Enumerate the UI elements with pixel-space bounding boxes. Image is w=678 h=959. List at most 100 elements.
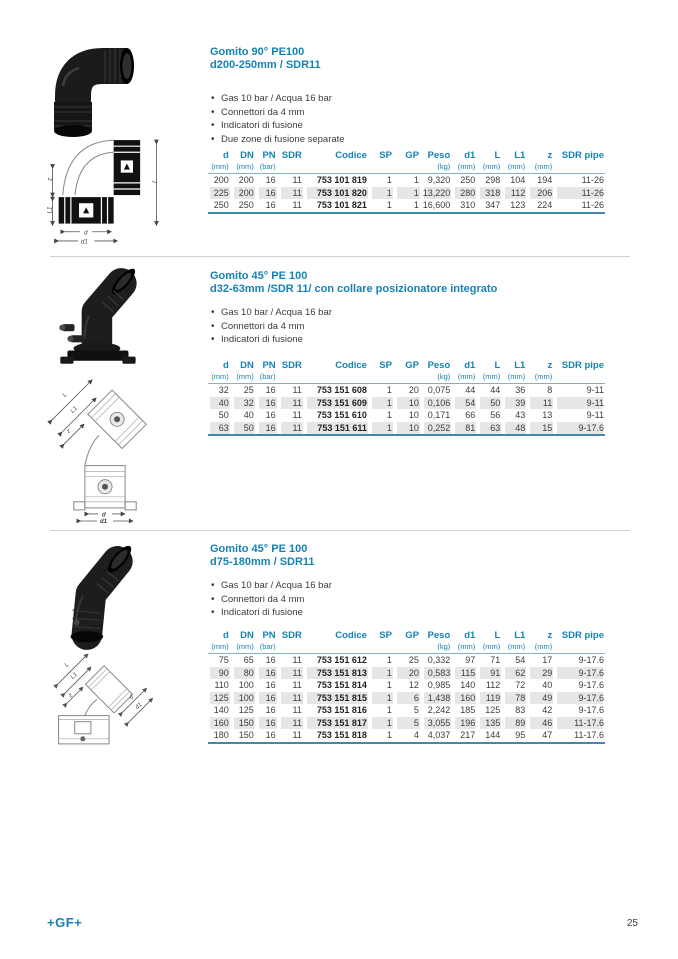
dim-label-z: z [47,178,54,182]
table-cell: 104 [510,175,526,185]
table-cell: 160 [208,716,232,729]
table-cell: 224 [537,200,553,210]
dim-label-d1: d1 [100,519,108,523]
column-header: L1 [514,630,526,641]
table-cell: 200 [238,175,254,185]
table-cell: 1,438 [421,691,454,704]
table-cell: 40 [208,396,232,409]
table-cell: 1 [369,716,395,729]
column-header: d [223,360,229,371]
table-cell: 11 [278,396,305,409]
column-header: SDR [281,360,302,371]
table-cell: 250 [213,200,229,210]
table-cell: 83 [515,705,526,715]
column-unit: (mm) [528,642,556,654]
bullet-item: Connettori da 4 mm [210,593,332,607]
table-cell: 16 [265,200,276,210]
table-cell: 8 [547,385,553,395]
table-cell: 225 [208,186,232,199]
table-cell: 1 [386,175,392,185]
table-cell: 63 [208,421,232,434]
table-cell: 135 [478,716,504,729]
column-header: GP [405,360,419,371]
column-header: d [223,150,229,161]
dim-label-d1: d1 [134,702,143,711]
table-cell: 40 [542,680,553,690]
table-cell: 11-26 [581,200,604,210]
table-cell: 1 [369,421,395,434]
table-row: 250 250 16 11 753 101 821 1 1 16,600 310 347 123 22… [208,199,605,212]
table-cell: 72 [515,680,526,690]
table-cell: 0,171 [427,410,451,420]
column-unit: (mm) [503,642,529,654]
table-cell: 42 [542,705,553,715]
table-cell: 9-11 [555,396,605,409]
column-header: SDR pipe [561,360,604,371]
product-photo-elbow-45-collar [44,267,158,373]
page-number: 25 [626,918,638,929]
table-cell: 11 [278,186,305,199]
table-cell: 1 [369,186,395,199]
table-cell: 1 [386,200,392,210]
table-cell: 1 [386,730,392,740]
spec-table-container: d DN PN SDR Codice SP GP Peso d1 L L1 z SDR pipe (mm)… [208,629,605,744]
column-header: Codice [335,630,367,641]
column-header: d1 [464,150,476,161]
table-cell: 95 [515,730,526,740]
table-cell: 115 [453,666,479,679]
table-cell: 1 [386,385,392,395]
table-row: 225 200 16 11 753 101 820 1 1 13,220 280 318 112 20… [208,186,605,199]
column-header: d1 [464,630,476,641]
table-cell: 66 [465,410,476,420]
table-cell: 16 [265,730,276,740]
table-cell: 1 [413,200,419,210]
bullet-item: Gas 10 bar / Acqua 16 bar [210,92,345,106]
table-cell: 9,320 [427,175,451,185]
table-cell: 11 [278,421,305,434]
table-cell: 9-11 [586,385,604,395]
table-cell: 90 [208,666,232,679]
column-header: z [547,360,553,371]
table-cell: 196 [453,716,479,729]
codice-cell: 753 151 817 [304,716,370,729]
table-cell: 160 [453,691,479,704]
table-cell: 125 [208,691,232,704]
table-cell: 43 [515,410,526,420]
table-cell: 89 [503,716,529,729]
table-cell: 17 [542,655,553,665]
table-cell: 62 [503,666,529,679]
column-unit: (mm) [453,372,479,384]
codice-cell: 753 101 821 [316,200,367,210]
codice-cell: 753 151 608 [316,385,367,395]
column-unit [369,372,395,384]
table-cell: 1 [369,396,395,409]
column-unit [394,372,422,384]
dim-label-l: L [62,392,69,399]
table-cell: 44 [465,385,476,395]
column-header: z [547,150,553,161]
section-title: Gomito 90° PE100 d200-250mm / SDR11 [210,46,321,72]
column-unit: (kg) [421,642,454,654]
table-cell: 25 [243,385,254,395]
dim-label-l1: L1 [47,207,54,214]
gf-logo: +GF+ [47,915,83,930]
table-cell: 71 [490,655,501,665]
table-cell: 119 [478,691,504,704]
column-header: L [494,630,501,641]
bullet-item: Connettori da 4 mm [210,320,332,334]
table-cell: 1 [369,666,395,679]
section-title-line2: d200-250mm / SDR11 [210,59,321,71]
column-unit [394,162,422,174]
technical-drawing-elbow-90: z L1 L d d1 [46,136,164,246]
section-divider [50,256,630,257]
table-row: 75 65 16 11 753 151 612 1 25 0,332 97 71 54 17 9-17.… [208,654,605,667]
table-cell: 32 [218,385,229,395]
column-unit: (mm) [231,162,257,174]
column-header: GP [405,630,419,641]
product-photo-elbow-90 [42,44,144,138]
dim-label-l: L [64,662,71,669]
table-cell: 185 [460,705,476,715]
table-cell: 12 [408,680,419,690]
table-row: 110 100 16 11 753 151 814 1 12 0,985 140 112 72 40 9… [208,679,605,692]
table-cell: 46 [528,716,556,729]
